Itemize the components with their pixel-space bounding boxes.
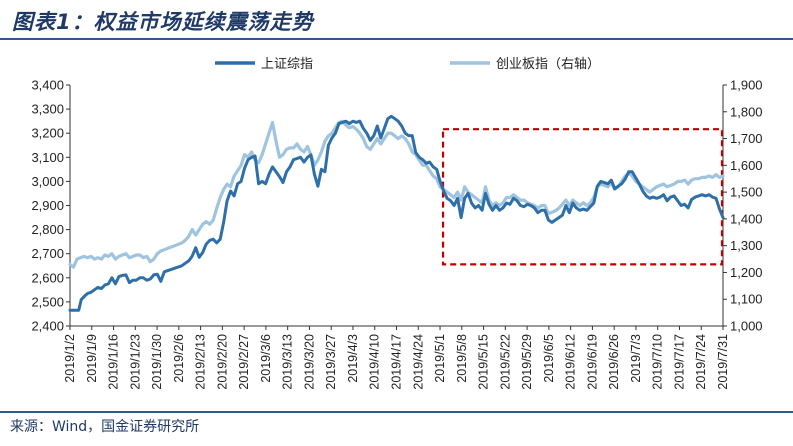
- x-tick-label: 2019/6/5: [542, 334, 556, 383]
- left-tick-label: 3,400: [31, 78, 64, 93]
- right-tick-label: 1,400: [730, 211, 763, 226]
- left-tick-label: 2,400: [31, 319, 64, 334]
- x-tick-label: 2019/5/1: [433, 334, 447, 383]
- right-tick-label: 1,600: [730, 158, 763, 173]
- series-line-chinext: [68, 119, 725, 269]
- x-tick-label: 2019/5/22: [498, 334, 512, 390]
- x-tick-label: 2019/4/3: [346, 334, 360, 383]
- left-tick-label: 2,800: [31, 222, 64, 237]
- x-tick-label: 2019/3/6: [259, 334, 273, 383]
- x-tick-label: 2019/4/24: [411, 334, 425, 390]
- right-tick-label: 1,700: [730, 131, 763, 146]
- x-tick-label: 2019/7/3: [629, 334, 643, 383]
- right-tick-label: 1,100: [730, 292, 763, 307]
- x-tick-label: 2019/4/17: [390, 334, 404, 390]
- left-tick-label: 2,900: [31, 198, 64, 213]
- left-axis-ticks: 2,400 2,500 2,600 2,700 2,800 2,900 3,000 3,100…: [31, 78, 70, 334]
- right-axis-ticks: 1,000 1,100 1,200 1,300 1,400 1,500 1,600 1,700…: [723, 78, 763, 334]
- right-tick-label: 1,500: [730, 185, 763, 200]
- series-lines: [68, 114, 725, 312]
- right-tick-label: 1,200: [730, 265, 763, 280]
- x-tick-label: 2019/7/17: [672, 334, 686, 390]
- legend-label: 创业板指（右轴）: [496, 57, 600, 72]
- x-tick-label: 2019/3/27: [324, 334, 338, 390]
- x-tick-label: 2019/3/20: [302, 334, 316, 390]
- x-tick-label: 2019/5/15: [477, 334, 491, 390]
- x-tick-label: 2019/7/10: [651, 334, 665, 390]
- left-tick-label: 3,300: [31, 102, 64, 117]
- x-tick-label: 2019/1/30: [150, 334, 164, 390]
- x-axis-ticks: 2019/1/2 2019/1/9 2019/1/16 2019/1/23 2019/1…: [63, 326, 730, 390]
- x-tick-label: 2019/4/10: [368, 334, 382, 390]
- right-tick-label: 1,300: [730, 238, 763, 253]
- left-tick-label: 3,000: [31, 174, 64, 189]
- left-tick-label: 3,100: [31, 150, 64, 165]
- left-tick-label: 3,200: [31, 126, 64, 141]
- line-chart: 2,400 2,500 2,600 2,700 2,800 2,900 3,000 3,100…: [31, 57, 763, 390]
- x-tick-label: 2019/7/31: [716, 334, 730, 390]
- right-tick-label: 1,900: [730, 78, 763, 93]
- x-tick-label: 2019/6/12: [564, 334, 578, 390]
- x-tick-label: 2019/5/29: [520, 334, 534, 390]
- x-tick-label: 2019/6/26: [607, 334, 621, 390]
- series-line-sse: [68, 114, 725, 312]
- legend-label: 上证综指: [261, 57, 313, 72]
- legend: 上证综指 创业板指（右轴）: [215, 57, 600, 72]
- x-tick-label: 2019/1/16: [107, 334, 121, 390]
- x-tick-label: 2019/2/13: [194, 334, 208, 390]
- x-tick-label: 2019/5/8: [455, 334, 469, 383]
- source-note: 来源：Wind，国金证券研究所: [10, 419, 200, 435]
- left-tick-label: 2,500: [31, 294, 64, 309]
- x-tick-label: 2019/1/9: [85, 334, 99, 383]
- x-tick-label: 2019/2/27: [237, 334, 251, 390]
- x-tick-label: 2019/1/2: [63, 334, 77, 383]
- highlight-box: [441, 128, 724, 266]
- x-tick-label: 2019/6/19: [585, 334, 599, 390]
- x-tick-label: 2019/1/23: [128, 334, 142, 390]
- left-tick-label: 2,600: [31, 270, 64, 285]
- x-tick-label: 2019/3/13: [281, 334, 295, 390]
- title-rule: [0, 38, 793, 40]
- highlight-rect: [441, 128, 724, 266]
- title-bar: 图表1：权益市场延续震荡走势: [0, 0, 793, 40]
- footer-rule: [0, 411, 793, 413]
- chart-title: 图表1：权益市场延续震荡走势: [12, 10, 314, 34]
- right-tick-label: 1,800: [730, 104, 763, 119]
- x-tick-label: 2019/2/6: [172, 334, 186, 383]
- x-tick-label: 2019/7/24: [694, 334, 708, 390]
- right-tick-label: 1,000: [730, 319, 763, 334]
- x-tick-label: 2019/2/20: [215, 334, 229, 390]
- left-tick-label: 2,700: [31, 246, 64, 261]
